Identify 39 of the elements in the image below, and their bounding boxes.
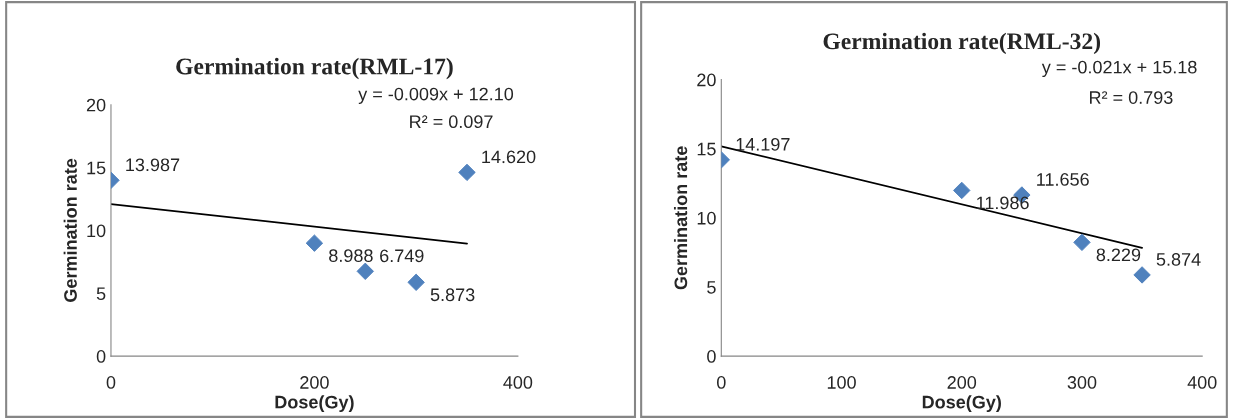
text: y = -0.021x + 15.18 <box>1041 60 1197 78</box>
data-label: 11.986 <box>977 196 1029 210</box>
text: y = -0.009x + 12.10 <box>358 87 514 104</box>
data-label: 5.874 <box>1156 253 1201 266</box>
x-tick-label: 200 <box>947 376 977 389</box>
y-tick-label: 5 <box>96 287 106 301</box>
x-axis-title: Dose(Gy) <box>275 395 354 413</box>
x-tick-label: 200 <box>300 376 329 389</box>
data-label: 5.873 <box>430 288 475 302</box>
data-label: 11.656 <box>1037 173 1089 186</box>
y-tick-label: 15 <box>697 142 716 156</box>
chart-title: Germination rate(RML-32) <box>823 32 1101 55</box>
y-tick-label: 20 <box>697 73 716 87</box>
y-tick-label: 10 <box>697 211 716 225</box>
annotation: R² = 0.793 <box>1090 91 1173 104</box>
x-tick-label: 100 <box>827 376 856 389</box>
data-label: 13.987 <box>126 158 180 172</box>
x-tick-label: 400 <box>1187 376 1217 389</box>
point <box>1133 266 1151 284</box>
y-tick-label: 20 <box>86 98 106 112</box>
y-tick-label: 0 <box>96 350 106 363</box>
x-tick-label: 0 <box>106 376 116 389</box>
y-tick-label: 5 <box>707 281 716 294</box>
y-axis-title: Germination rate <box>63 158 77 302</box>
y-tick-label: 10 <box>87 224 106 238</box>
y-axis-title: Germination rate <box>673 146 688 290</box>
x-axis-title: Dose(Gy) <box>922 395 1001 413</box>
y-tick-label: 0 <box>707 350 716 363</box>
y-tick-label: 15 <box>87 161 106 175</box>
annotation: R² = 0.097 <box>410 115 493 129</box>
data-label: 6.749 <box>380 249 424 263</box>
data-label: 8.988 <box>329 249 373 262</box>
data-label: 14.620 <box>482 150 536 164</box>
data-label: 14.197 <box>736 137 790 151</box>
x-tick-label: 0 <box>716 376 726 389</box>
chart-title: Germination rate(RML-17) <box>176 57 453 80</box>
x-tick-label: 400 <box>503 376 533 389</box>
data-label: 8.229 <box>1096 248 1141 262</box>
x-tick-label: 300 <box>1067 376 1097 389</box>
